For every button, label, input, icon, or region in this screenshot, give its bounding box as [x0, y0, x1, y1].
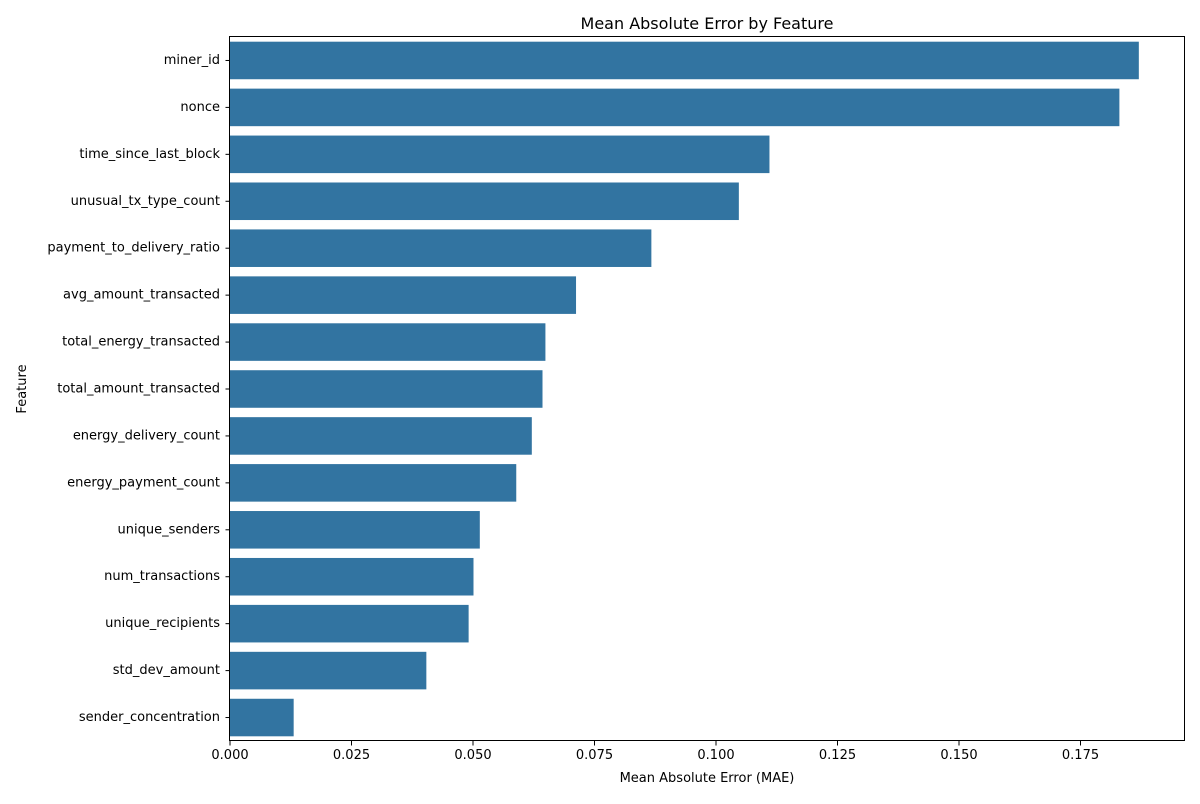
x-ticks-group: 0.000 0.025 0.050 0.075 0.100 0.125 0.150 0.175 — [211, 741, 1099, 763]
y-tick-label: avg_amount_transacted — [63, 288, 220, 303]
bar-unique_recipients — [230, 604, 469, 643]
y-tick-label: unique_senders — [118, 522, 221, 537]
x-tick-label: 0.000 — [211, 748, 248, 763]
y-tick-label: payment_to_delivery_ratio — [47, 241, 220, 256]
bars-group — [230, 41, 1139, 737]
y-tick-label: num_transactions — [104, 569, 220, 584]
bar-unique_senders — [230, 511, 480, 549]
x-tick-label: 0.025 — [333, 748, 370, 763]
x-tick-label: 0.175 — [1062, 748, 1099, 763]
bar-sender_concentration — [230, 698, 294, 737]
y-tick-label: miner_id — [164, 53, 220, 68]
bar-payment_to_delivery_ratio — [230, 229, 652, 267]
bar-unusual_tx_type_count — [230, 182, 739, 221]
bar-std_dev_amount — [230, 651, 427, 690]
y-tick-label: std_dev_amount — [113, 663, 220, 678]
bar-energy_payment_count — [230, 464, 517, 502]
y-tick-label: nonce — [180, 100, 220, 115]
y-tick-label: total_energy_transacted — [62, 335, 220, 350]
x-axis-label: Mean Absolute Error (MAE) — [620, 771, 795, 786]
y-tick-label: unique_recipients — [105, 616, 220, 631]
bar-nonce — [230, 88, 1120, 127]
plot-frame — [229, 36, 1185, 741]
y-tick-label: unusual_tx_type_count — [71, 194, 220, 209]
chart-title: Mean Absolute Error by Feature — [581, 14, 834, 33]
bar-miner_id — [230, 41, 1139, 80]
bar-total_amount_transacted — [230, 370, 543, 408]
y-tick-label: energy_payment_count — [67, 475, 220, 490]
y-tick-label: total_amount_transacted — [57, 382, 220, 397]
bar-energy_delivery_count — [230, 417, 532, 455]
x-tick-label: 0.150 — [940, 748, 977, 763]
y-axis-label: Feature — [15, 364, 30, 413]
bar-num_transactions — [230, 557, 474, 596]
x-tick-label: 0.100 — [697, 748, 734, 763]
bar-avg_amount_transacted — [230, 276, 577, 314]
y-tick-label: time_since_last_block — [79, 147, 220, 162]
x-tick-label: 0.050 — [454, 748, 491, 763]
y-tick-label: sender_concentration — [79, 710, 220, 725]
bar-total_energy_transacted — [230, 323, 546, 361]
x-tick-label: 0.125 — [819, 748, 856, 763]
y-tick-label: energy_delivery_count — [73, 428, 220, 443]
bar-time_since_last_block — [230, 135, 770, 174]
x-tick-label: 0.075 — [576, 748, 613, 763]
